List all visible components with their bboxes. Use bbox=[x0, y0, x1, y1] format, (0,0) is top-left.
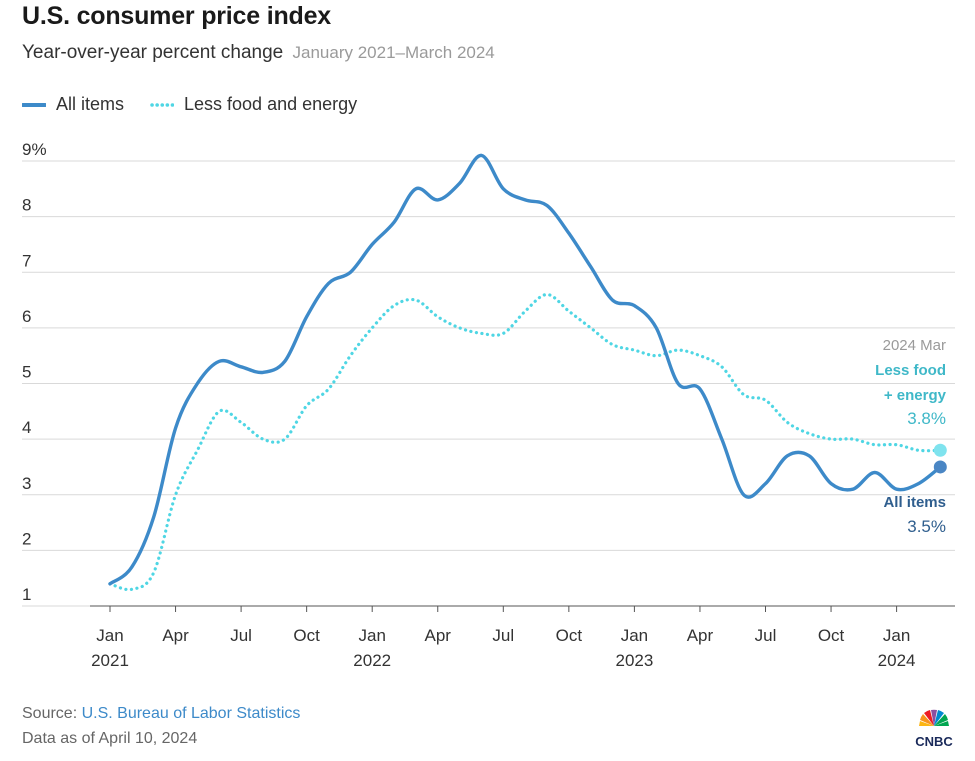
chart-legend: All items Less food and energy bbox=[22, 94, 383, 115]
data-as-of: Data as of April 10, 2024 bbox=[22, 730, 198, 747]
chart-subtitle: Year-over-year percent change January 20… bbox=[22, 42, 495, 64]
x-tick-year-label: 2021 bbox=[91, 651, 129, 670]
x-tick-label: Jul bbox=[492, 626, 514, 645]
x-tick-label: Oct bbox=[556, 626, 583, 645]
cnbc-logo: CNBC bbox=[905, 704, 963, 750]
x-tick-label: Jan bbox=[358, 626, 385, 645]
end-markers bbox=[933, 443, 947, 474]
y-tick-label: 3 bbox=[22, 474, 31, 493]
x-tick-label: Oct bbox=[293, 626, 320, 645]
x-tick-label: Apr bbox=[687, 626, 714, 645]
x-tick-year-label: 2023 bbox=[615, 651, 653, 670]
annotation-all-label: All items bbox=[883, 494, 946, 511]
series-line-less-food-and-energy bbox=[108, 292, 942, 592]
y-tick-label: 5 bbox=[22, 363, 31, 382]
y-tick-label: 4 bbox=[22, 418, 31, 437]
annotation-core-label-2: + energy bbox=[884, 387, 947, 404]
legend-solid-line-icon bbox=[22, 102, 46, 107]
y-tick-label: 8 bbox=[22, 196, 31, 215]
x-tick-label: Jan bbox=[621, 626, 648, 645]
end-marker-all-items bbox=[933, 460, 947, 474]
source-line: Source: U.S. Bureau of Labor Statistics bbox=[22, 705, 300, 723]
legend-item-all-items: All items bbox=[22, 94, 124, 115]
end-marker-less-food-and-energy bbox=[933, 443, 947, 457]
x-tick-year-label: 2024 bbox=[878, 651, 916, 670]
x-tick-label: Jan bbox=[883, 626, 910, 645]
annotation-core-label-1: Less food bbox=[875, 362, 946, 379]
x-tick-year-label: 2022 bbox=[353, 651, 391, 670]
y-tick-label: 2 bbox=[22, 529, 31, 548]
annotation-core-value: 3.8% bbox=[907, 409, 946, 428]
cnbc-peacock-icon: CNBC bbox=[915, 709, 953, 749]
gridlines bbox=[22, 160, 955, 607]
y-tick-label: 9% bbox=[22, 140, 47, 159]
source-link[interactable]: U.S. Bureau of Labor Statistics bbox=[81, 705, 301, 722]
subtitle-date-range: January 2021–March 2024 bbox=[292, 43, 495, 62]
x-tick-label: Oct bbox=[818, 626, 845, 645]
y-tick-label: 7 bbox=[22, 251, 31, 270]
x-tick-label: Apr bbox=[425, 626, 452, 645]
annotation-all-value: 3.5% bbox=[907, 517, 946, 536]
legend-label-core: Less food and energy bbox=[184, 94, 358, 114]
y-axis: 9% 8 7 6 5 4 3 2 1 bbox=[22, 140, 47, 604]
logo-wordmark: CNBC bbox=[915, 734, 953, 749]
y-tick-label: 6 bbox=[22, 307, 31, 326]
chart-title: U.S. consumer price index bbox=[22, 2, 331, 30]
subtitle-text: Year-over-year percent change bbox=[22, 42, 284, 63]
series-line-all-items bbox=[108, 153, 942, 586]
source-prefix: Source: bbox=[22, 705, 82, 722]
x-axis: Jan 2021 Apr Jul Oct Jan 2022 Apr Jul Oct Jan 2023 A… bbox=[91, 606, 916, 670]
x-tick-label: Apr bbox=[162, 626, 189, 645]
legend-item-core: Less food and energy bbox=[150, 94, 357, 115]
series-lines bbox=[108, 153, 942, 592]
legend-dotted-line-icon bbox=[150, 102, 175, 107]
annotation-date: 2024 Mar bbox=[883, 337, 946, 354]
end-annotations: 2024 Mar Less food + energy 3.8% All ite… bbox=[875, 337, 946, 536]
legend-label-all-items: All items bbox=[56, 94, 125, 114]
y-tick-label: 1 bbox=[22, 585, 31, 604]
x-tick-label: Jan bbox=[96, 626, 123, 645]
x-tick-label: Jul bbox=[230, 626, 252, 645]
x-tick-label: Jul bbox=[755, 626, 777, 645]
